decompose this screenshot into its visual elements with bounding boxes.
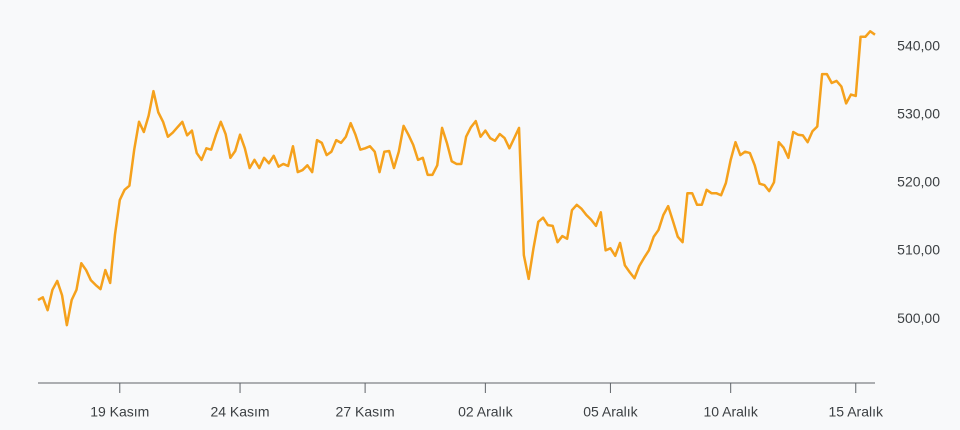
x-tick-label: 10 Aralık [703,404,758,420]
x-tick-label: 27 Kasım [336,404,395,420]
x-tick-label: 24 Kasım [210,404,269,420]
x-tick-label: 15 Aralık [829,404,884,420]
y-tick-label: 530,00 [897,106,940,122]
y-tick-label: 500,00 [897,310,940,326]
y-tick-label: 520,00 [897,174,940,190]
x-tick-label: 19 Kasım [90,404,149,420]
y-tick-label: 510,00 [897,242,940,258]
x-tick-label: 02 Aralık [458,404,513,420]
y-tick-label: 540,00 [897,38,940,54]
x-tick-label: 05 Aralık [583,404,638,420]
price-line [37,30,876,327]
